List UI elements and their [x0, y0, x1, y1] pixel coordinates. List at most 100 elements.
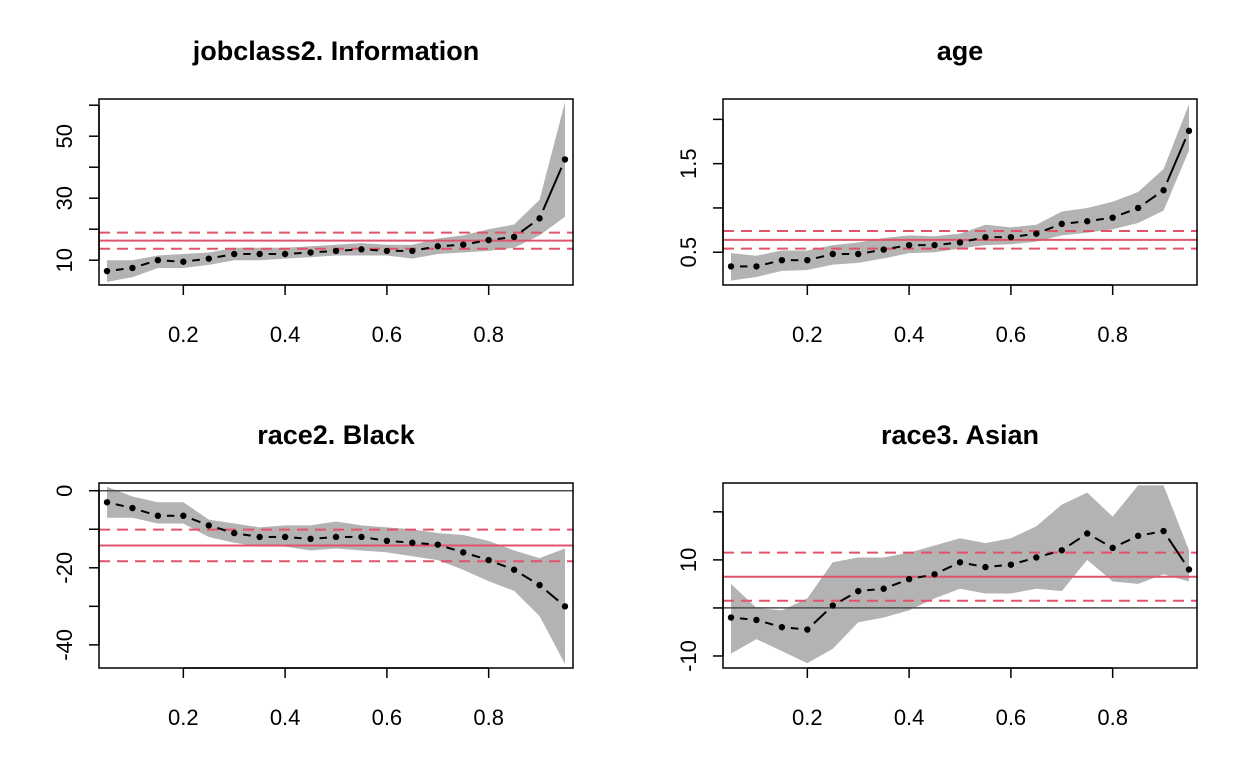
- estimate-line-segment: [421, 542, 429, 545]
- y-tick-label: -10: [676, 640, 701, 672]
- estimate-point: [1160, 527, 1167, 535]
- confidence-band: [107, 102, 565, 282]
- chart-panel-3: 0.2 0.4 0.6 0.8 0 -20 -40 race2. Black: [52, 420, 574, 730]
- chart-panel-1: 0.2 0.4 0.6 0.8 10 30 50 jobclass2. Information: [52, 36, 574, 347]
- estimate-point: [1084, 218, 1091, 225]
- estimate-line-segment: [191, 518, 201, 524]
- x-tick-label: 0.4: [894, 322, 925, 347]
- estimate-point: [358, 246, 365, 253]
- estimate-point: [129, 264, 136, 272]
- estimate-point: [931, 241, 938, 249]
- estimate-point: [434, 541, 441, 548]
- estimate-point: [1109, 544, 1116, 552]
- plot-area: [723, 485, 1197, 664]
- estimate-line-segment: [917, 574, 926, 579]
- estimate-line-segment: [545, 590, 559, 602]
- estimate-line-segment: [421, 246, 430, 251]
- estimate-line-segment: [319, 536, 328, 540]
- estimate-line-segment: [496, 562, 507, 568]
- estimate-line-segment: [815, 255, 825, 260]
- estimate-point: [956, 239, 964, 246]
- estimate-point: [231, 529, 238, 537]
- estimate-point: [281, 250, 289, 258]
- estimate-line-segment: [994, 564, 1003, 568]
- confidence-band: [107, 486, 565, 665]
- estimate-line-segment: [1094, 537, 1106, 545]
- estimate-point: [460, 241, 467, 248]
- estimate-point: [1058, 547, 1065, 554]
- estimate-line-segment: [217, 527, 226, 532]
- y-tick-label: -40: [52, 629, 77, 661]
- y-tick-label: -20: [52, 552, 77, 584]
- estimate-line-segment: [942, 565, 953, 572]
- estimate-line-segment: [217, 254, 226, 259]
- estimate-point: [727, 263, 735, 270]
- x-tick-label: 0.2: [792, 322, 823, 347]
- estimate-line-segment: [520, 222, 533, 233]
- estimate-line-segment: [1019, 558, 1028, 564]
- estimate-point: [561, 156, 569, 163]
- estimate-point: [956, 559, 964, 566]
- estimate-point: [256, 250, 263, 258]
- estimate-point: [1134, 532, 1142, 540]
- x-tick-label: 0.6: [372, 705, 403, 730]
- estimate-line-segment: [242, 533, 251, 537]
- panel-title: jobclass2. Information: [192, 36, 480, 66]
- estimate-line-segment: [764, 261, 774, 266]
- estimate-point: [536, 581, 543, 589]
- estimate-point: [129, 504, 136, 512]
- y-tick-label: 10: [676, 548, 701, 572]
- estimate-point: [905, 575, 913, 583]
- estimate-line-segment: [866, 250, 875, 254]
- estimate-point: [307, 535, 314, 543]
- estimate-point: [855, 587, 862, 595]
- estimate-point: [804, 257, 811, 264]
- estimate-point: [753, 616, 760, 624]
- estimate-line-segment: [140, 509, 150, 515]
- x-tick-label: 0.2: [792, 705, 823, 730]
- estimate-point: [905, 241, 913, 249]
- estimate-point: [1185, 127, 1193, 135]
- estimate-line-segment: [1166, 138, 1187, 183]
- estimate-point: [982, 563, 989, 571]
- estimate-line-segment: [446, 546, 455, 551]
- chart-panel-2: 0.2 0.4 0.6 0.8 0.5 1.5 age: [676, 36, 1198, 347]
- estimate-point: [485, 556, 492, 564]
- estimate-line-segment: [790, 627, 799, 630]
- estimate-line-segment: [739, 617, 748, 621]
- estimate-point: [103, 499, 111, 506]
- estimate-line-segment: [764, 621, 774, 626]
- panel-title: race3. Asian: [881, 420, 1039, 450]
- estimate-line-segment: [395, 540, 404, 544]
- estimate-line-segment: [115, 503, 124, 508]
- x-tick-label: 0.8: [473, 322, 504, 347]
- estimate-point: [753, 263, 760, 270]
- y-tick-label: 50: [52, 124, 77, 148]
- estimate-point: [1033, 230, 1040, 237]
- estimate-line-segment: [891, 581, 902, 587]
- estimate-point: [829, 602, 836, 609]
- panel-title: age: [937, 36, 984, 66]
- x-tick-label: 0.6: [996, 322, 1027, 347]
- estimate-line-segment: [1167, 538, 1185, 563]
- estimate-point: [180, 258, 187, 265]
- estimate-point: [829, 250, 836, 258]
- estimate-point: [1007, 561, 1015, 568]
- estimate-line-segment: [542, 167, 563, 211]
- estimate-line-segment: [1095, 217, 1104, 221]
- estimate-point: [561, 603, 569, 610]
- estimate-line-segment: [1068, 537, 1081, 547]
- estimate-line-segment: [968, 562, 977, 567]
- estimate-line-segment: [1146, 531, 1155, 536]
- estimate-point: [154, 257, 162, 264]
- estimate-point: [409, 539, 416, 546]
- confidence-band: [731, 104, 1189, 281]
- estimate-point: [804, 626, 811, 633]
- x-tick-label: 0.6: [372, 322, 403, 347]
- estimate-line-segment: [1120, 538, 1131, 545]
- estimate-point: [1033, 554, 1040, 561]
- estimate-line-segment: [840, 594, 851, 602]
- estimate-point: [256, 533, 263, 541]
